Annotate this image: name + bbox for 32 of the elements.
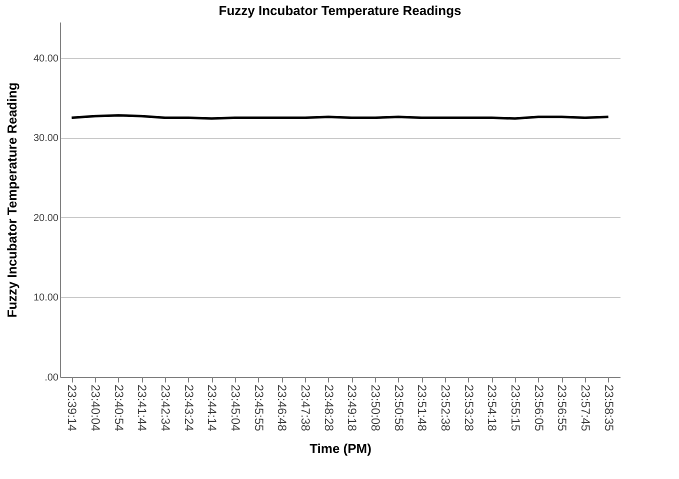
x-tick-label: 23:43:24 xyxy=(182,384,196,432)
x-tick-label: 23:41:44 xyxy=(135,384,150,432)
x-tick-label: 23:42:34 xyxy=(158,384,172,432)
x-tick-label: 23:56:05 xyxy=(532,384,546,432)
x-tick-label: 23:57:45 xyxy=(578,384,592,432)
x-tick-label: 23:39:14 xyxy=(65,384,80,432)
x-tick-label: 23:50:08 xyxy=(368,384,382,432)
x-tick-label: 23:55:15 xyxy=(508,384,522,432)
x-tick-label: 23:50:58 xyxy=(392,384,406,432)
y-tick-label: .00 xyxy=(44,372,59,384)
x-tick-label: 23:40:04 xyxy=(88,384,102,432)
x-tick-label: 23:52:38 xyxy=(438,384,452,432)
x-tick-label: 23:44:14 xyxy=(205,384,220,432)
x-tick-label: 23:54:18 xyxy=(485,384,500,432)
x-tick-label: 23:46:48 xyxy=(275,384,290,432)
x-tick-label: 23:40:54 xyxy=(112,384,126,432)
y-tick-label: 20.00 xyxy=(33,212,59,224)
x-tick-label: 23:45:55 xyxy=(252,384,266,432)
x-axis-title: Time (PM) xyxy=(310,441,372,456)
y-axis-title: Fuzzy Incubator Temperature Reading xyxy=(4,82,20,318)
x-tick-label: 23:58:35 xyxy=(602,384,616,432)
x-tick-label: 23:53:28 xyxy=(462,384,476,432)
y-tick-label: 30.00 xyxy=(33,133,59,144)
y-tick-label: 40.00 xyxy=(33,53,59,64)
chart-title: Fuzzy Incubator Temperature Readings xyxy=(218,3,462,18)
x-tick-label: 23:51:48 xyxy=(415,384,430,432)
x-tick-label: 23:49:18 xyxy=(345,384,360,432)
x-tick-label: 23:45:04 xyxy=(228,384,242,432)
x-tick-label: 23:48:28 xyxy=(322,384,336,432)
x-tick-label: 23:56:55 xyxy=(555,384,570,432)
y-tick-label: 10.00 xyxy=(33,292,59,304)
x-tick-label: 23:47:38 xyxy=(298,384,312,432)
